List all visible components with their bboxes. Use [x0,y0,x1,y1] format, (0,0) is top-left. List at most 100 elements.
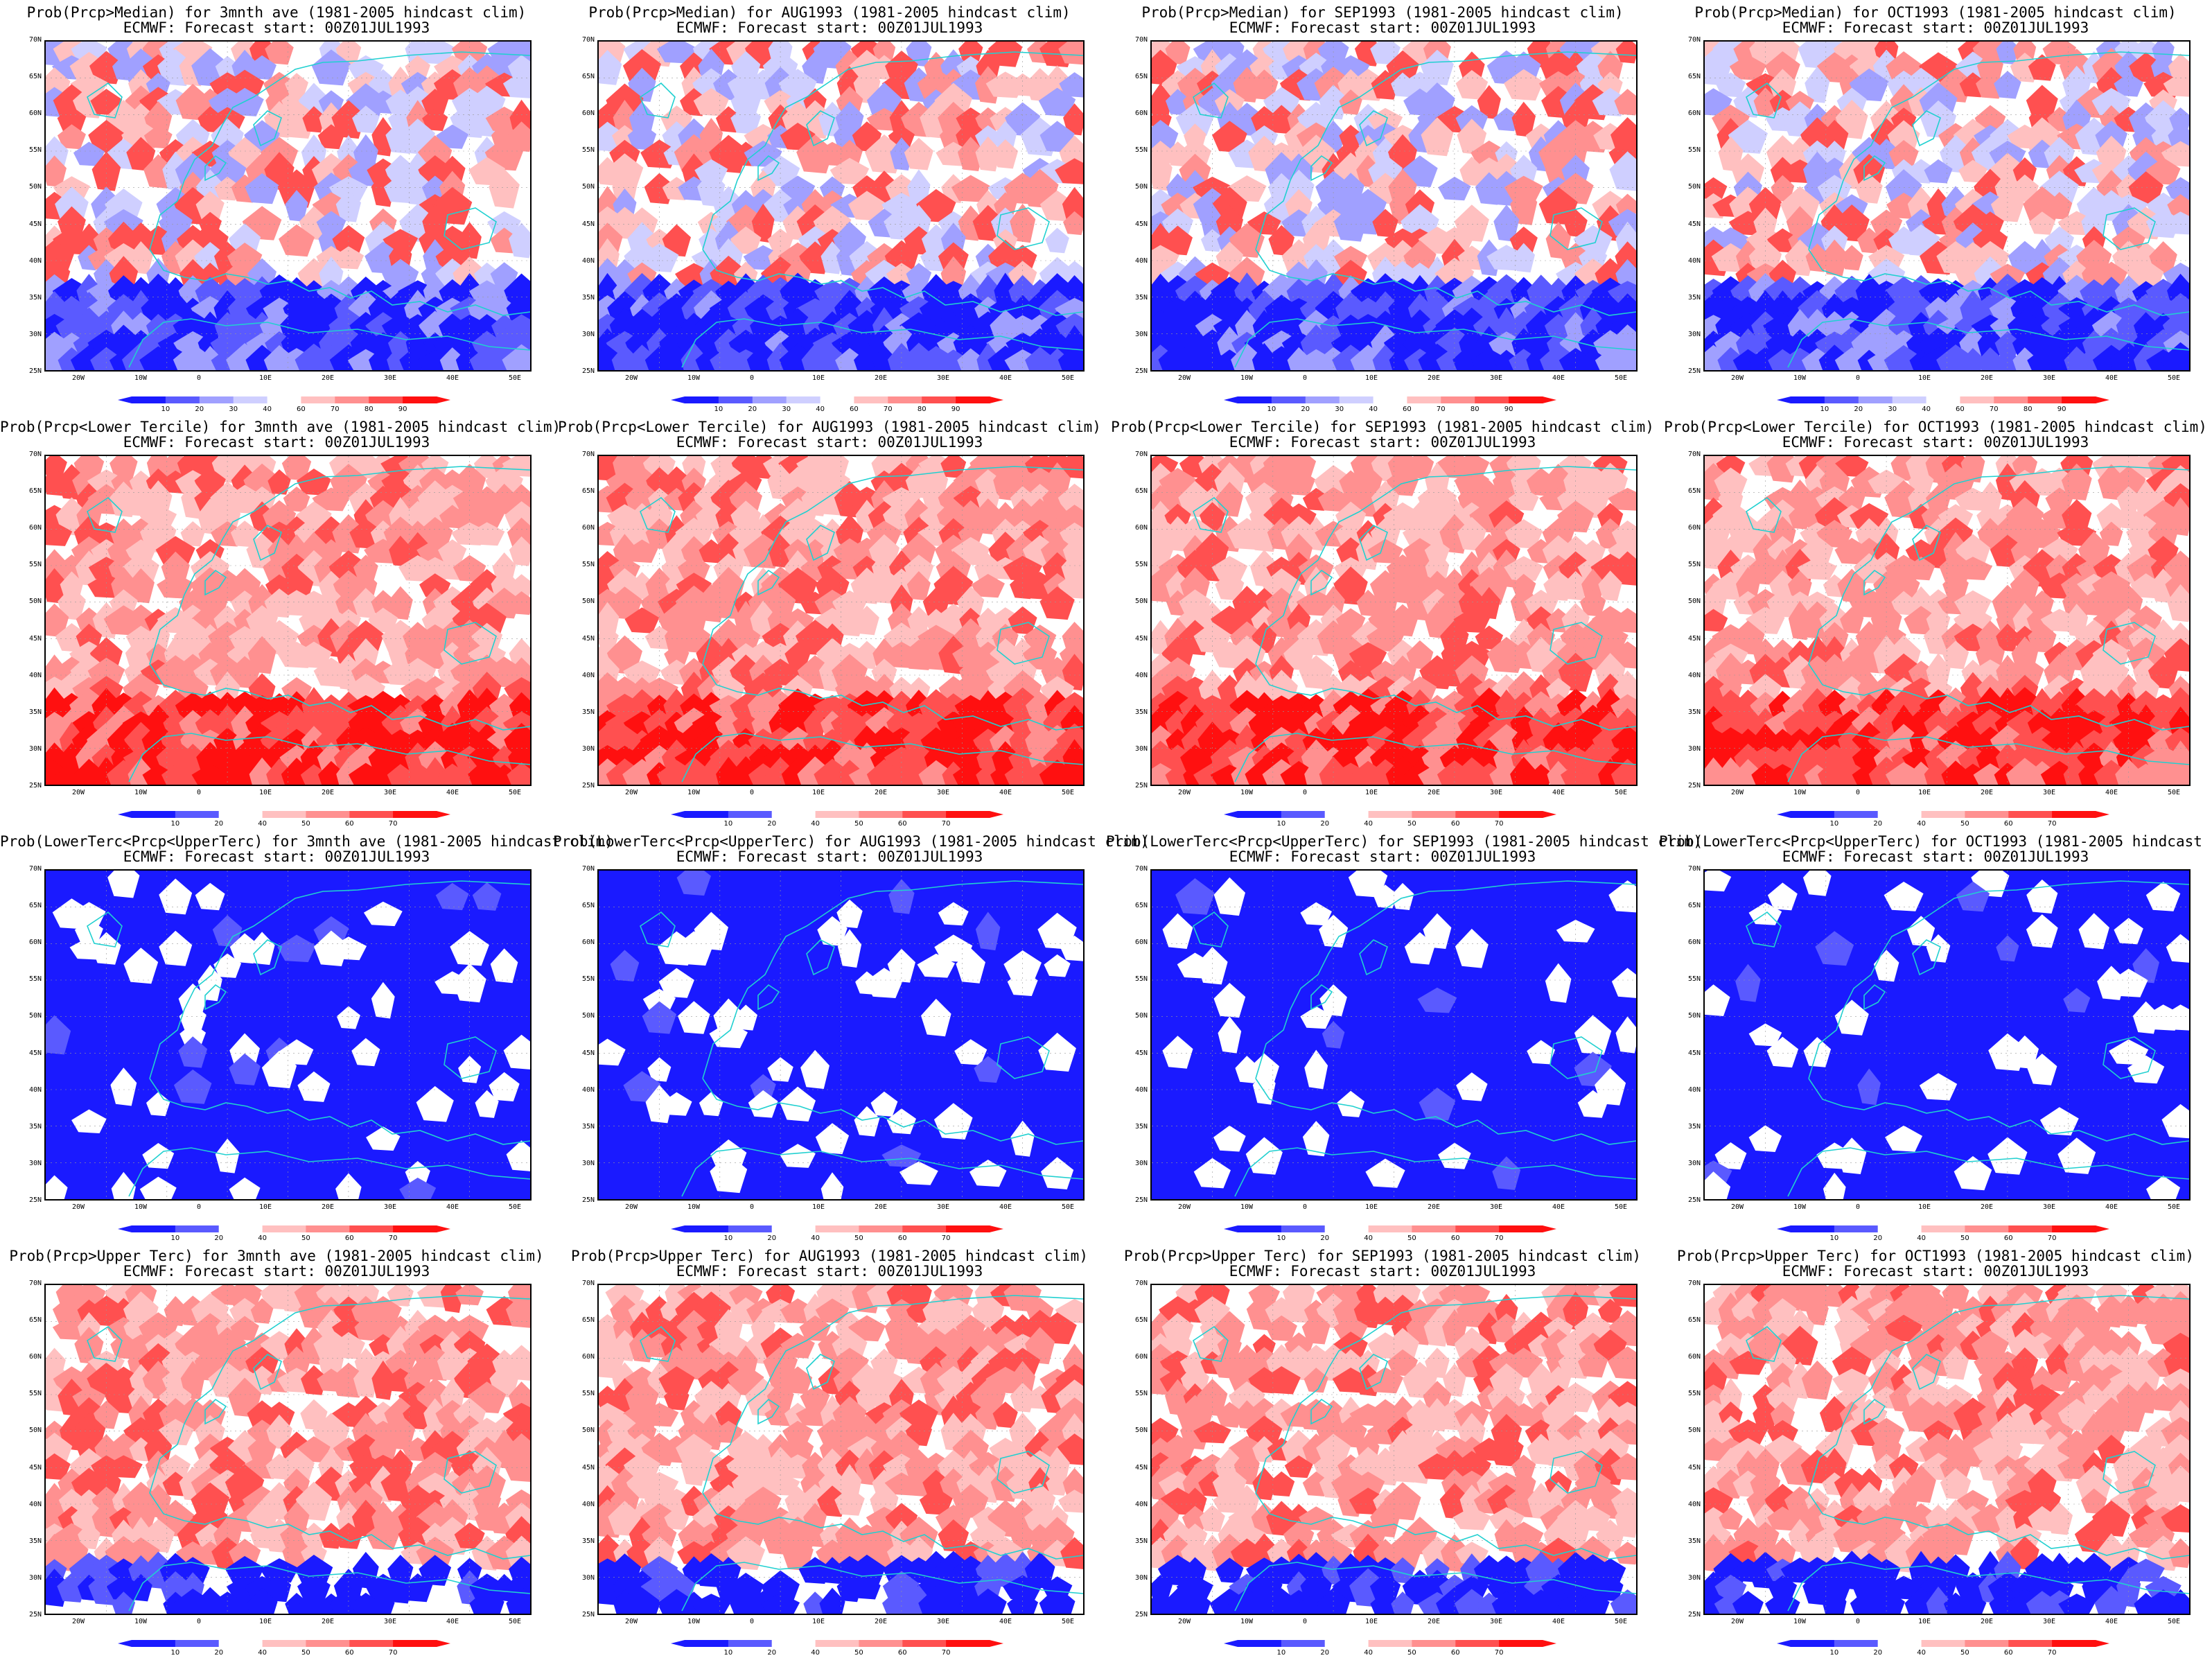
colorbar-tick-label: 40 [811,820,820,826]
lat-tick-label: 25N [1134,1611,1148,1618]
coastline [1746,466,2189,783]
lat-tick-label: 45N [1134,1049,1148,1057]
lon-tick-label: 10E [1918,1618,1931,1625]
colorbar-tick-label: 60 [898,820,907,826]
lon-tick-label: 50E [1615,374,1628,382]
probability-map [44,1284,532,1615]
colorbar: 10 20 30 40 60 70 80 90 [1224,396,1556,412]
colorbar-tick-label: 40 [258,1649,267,1655]
lon-tick-label: 0 [1856,1618,1861,1625]
lat-tick-label: 40N [1687,1085,1701,1094]
lat-tick-label: 30N [581,1573,595,1582]
colorbar-tick-label: 10 [1277,820,1286,826]
probability-map [597,455,1085,786]
panel-title: Prob(Prcp<Lower Tercile) for OCT1993 (19… [1664,419,2207,435]
colorbar-tick-label: 50 [1407,1234,1416,1241]
lat-tick-label: 65N [581,73,595,81]
coastline [1193,880,1636,1197]
panel-subtitle: ECMWF: Forecast start: 00Z01JUL1993 [123,434,430,451]
lat-tick-label: 70N [1134,865,1148,873]
lon-tick-label: 40E [1552,1618,1565,1625]
lat-tick-label: 55N [581,1390,595,1398]
lat-tick-label: 70N [581,451,595,458]
lat-tick-label: 60N [1134,524,1148,532]
colorbar-tick-label: 40 [263,405,272,412]
probability-map [1150,40,1638,372]
lat-tick-label: 40N [28,1500,42,1508]
lat-tick-label: 35N [581,708,595,716]
map-panel: Prob(Prcp>Median) for 3mnth ave (1981-20… [0,0,553,414]
lat-tick-label: 30N [1687,1159,1701,1167]
lat-tick-label: 70N [1134,451,1148,458]
lat-tick-label: 25N [28,1196,42,1204]
lon-tick-label: 10E [259,374,272,382]
coastline [640,466,1083,783]
colorbar: 10 20 30 40 60 70 80 90 [118,396,450,412]
lat-tick-label: 55N [581,146,595,155]
lat-tick-label: 65N [28,902,42,910]
lat-tick-label: 55N [1687,975,1701,984]
map-panel: Prob(Prcp>Upper Terc) for 3mnth ave (198… [0,1244,553,1658]
lon-tick-label: 30E [384,789,397,796]
lon-tick-label: 20E [1981,1618,1994,1625]
colorbar-tick-label: 70 [884,405,893,412]
lon-tick-label: 20W [1178,374,1191,382]
lon-tick-label: 10W [134,789,148,796]
lon-tick-label: 0 [197,1203,202,1211]
lat-tick-label: 70N [581,1280,595,1287]
colorbar-tick-label: 90 [398,405,407,412]
colorbar-tick-label: 10 [714,405,723,412]
lon-tick-label: 0 [750,1203,755,1211]
colorbar-tick-label: 40 [1364,820,1373,826]
lat-tick-label: 65N [1134,487,1148,496]
lat-tick-label: 25N [1134,367,1148,375]
lat-tick-label: 30N [28,1573,42,1582]
panel-title: Prob(LowerTerc<Prcp<UpperTerc) for OCT19… [1659,833,2212,850]
lon-tick-label: 20E [322,1203,335,1211]
colorbar-tick-label: 70 [942,1649,951,1655]
lon-tick-label: 0 [197,789,202,796]
colorbar: 10 20 40 50 60 70 [1224,1225,1556,1241]
lon-tick-label: 0 [1856,1203,1861,1211]
lat-tick-label: 55N [28,1390,42,1398]
lon-tick-label: 0 [197,1618,202,1625]
lon-tick-label: 30E [384,374,397,382]
lon-tick-label: 40E [999,1203,1012,1211]
colorbar-tick-label: 30 [1888,405,1897,412]
colorbar-tick-label: 60 [297,405,306,412]
colorbar: 10 20 40 50 60 70 [671,1640,1003,1655]
colorbar-tick-label: 20 [767,820,776,826]
lon-tick-label: 10W [1240,1203,1254,1211]
panel-subtitle: ECMWF: Forecast start: 00Z01JUL1993 [676,19,983,36]
lon-tick-label: 0 [1856,374,1861,382]
lon-tick-label: 30E [2043,1618,2056,1625]
lon-tick-label: 20E [1981,374,1994,382]
lat-tick-label: 70N [1687,1280,1701,1287]
lon-tick-label: 40E [1552,1203,1565,1211]
lat-tick-label: 30N [581,744,595,753]
lat-tick-label: 30N [1134,744,1148,753]
lat-tick-label: 60N [28,110,42,118]
colorbar-tick-label: 60 [2004,1234,2013,1241]
lat-tick-label: 55N [1134,561,1148,569]
lat-tick-label: 40N [1134,256,1148,265]
colorbar-tick-label: 40 [258,1234,267,1241]
lon-tick-label: 30E [937,1203,950,1211]
lon-tick-label: 20E [1981,789,1994,796]
lat-tick-label: 65N [1687,1316,1701,1325]
lon-tick-label: 0 [1303,1618,1308,1625]
lon-tick-label: 20E [1981,1203,1994,1211]
lat-tick-label: 60N [581,524,595,532]
probability-map [597,869,1085,1201]
lon-tick-label: 20W [72,374,85,382]
lat-tick-label: 70N [1687,451,1701,458]
lat-tick-label: 60N [1687,110,1701,118]
probability-map [597,1284,1085,1615]
lon-tick-label: 30E [937,789,950,796]
lat-tick-label: 35N [1134,293,1148,302]
lon-tick-label: 40E [2105,1203,2118,1211]
colorbar-tick-label: 20 [1320,820,1329,826]
lon-tick-label: 10W [687,1618,701,1625]
lat-tick-label: 45N [28,1049,42,1057]
lat-tick-label: 60N [1134,110,1148,118]
